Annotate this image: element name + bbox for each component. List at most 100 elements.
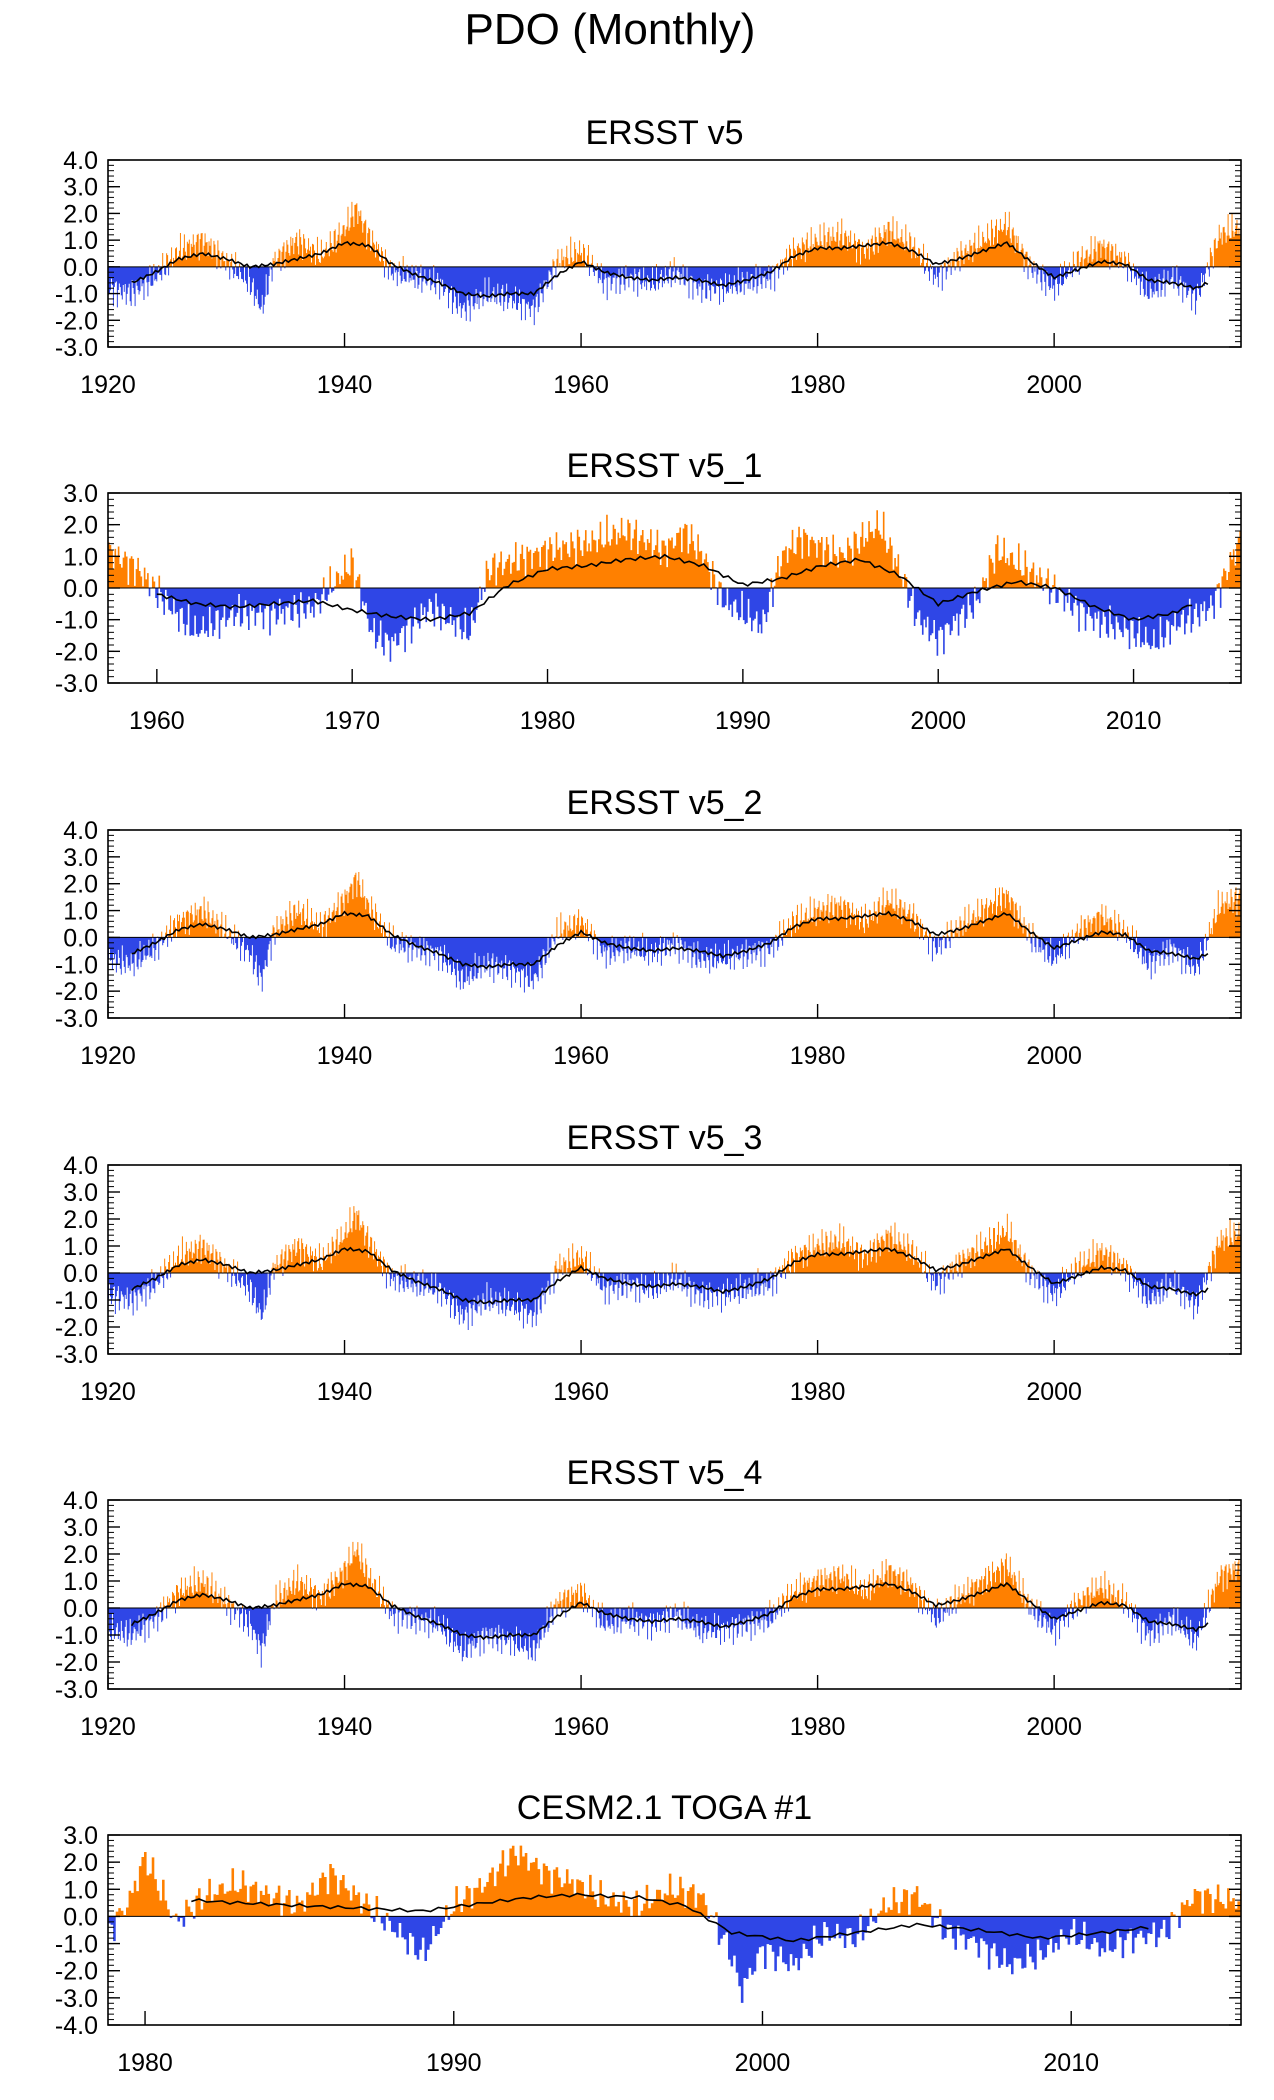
y-tick-label: -1.0 xyxy=(55,607,98,635)
y-tick-label: 2.0 xyxy=(63,1849,98,1877)
negative-bars xyxy=(108,1608,1211,1668)
y-tick-label: 0.0 xyxy=(63,1260,98,1288)
positive-bars xyxy=(152,872,1242,938)
y-tick-label: -1.0 xyxy=(55,1622,98,1650)
panel-4: ERSST v5_3 4.03.02.01.00.0-1.0-2.0-3.0 192… xyxy=(55,1119,1242,1406)
panel-6: CESM2.1 TOGA #1 3.02.01.00.0-1.0-2.0-3.0-… xyxy=(55,1789,1242,2077)
x-tick-label: 1920 xyxy=(80,1713,136,1741)
y-tick-label: 1.0 xyxy=(63,1233,98,1261)
y-tick-label: -3.0 xyxy=(55,1005,98,1033)
y-tick-label: 1.0 xyxy=(63,1568,98,1596)
y-tick-label: 1.0 xyxy=(63,1876,98,1904)
x-tick-label: 1980 xyxy=(790,1042,846,1070)
y-tick-label: -2.0 xyxy=(55,1958,98,1986)
y-tick-label: -3.0 xyxy=(55,1985,98,2013)
y-tick-label: -3.0 xyxy=(55,334,98,362)
negative-bars xyxy=(108,1273,1212,1331)
x-tick-label: 1940 xyxy=(317,371,373,399)
panel-title: ERSST v5_1 xyxy=(567,447,763,485)
x-tick-label: 2000 xyxy=(1026,1042,1082,1070)
x-tick-label: 1960 xyxy=(553,1713,609,1741)
panel-title: ERSST v5 xyxy=(585,114,743,152)
positive-bars xyxy=(108,510,1241,588)
x-tick-label: 1920 xyxy=(80,1378,136,1406)
y-tick-label: 0.0 xyxy=(63,924,98,952)
positive-bars xyxy=(115,1845,1242,1917)
y-tick-label: 3.0 xyxy=(63,480,98,508)
y-tick-label: -3.0 xyxy=(55,670,98,698)
x-tick-label: 2000 xyxy=(1026,1378,1082,1406)
y-tick-label: -2.0 xyxy=(55,1314,98,1342)
x-tick-label: 2000 xyxy=(735,2049,791,2077)
y-tick-label: 0.0 xyxy=(63,1903,98,1931)
y-tick-label: 3.0 xyxy=(63,1514,98,1542)
x-tick-label: 2000 xyxy=(1026,1713,1082,1741)
x-tick-label: 1940 xyxy=(317,1378,373,1406)
x-tick-label: 2010 xyxy=(1106,707,1162,735)
panel-title: ERSST v5_2 xyxy=(567,784,763,822)
y-tick-label: -2.0 xyxy=(55,307,98,335)
y-tick-label: -2.0 xyxy=(55,638,98,666)
x-tick-label: 1960 xyxy=(129,707,185,735)
panel-title: ERSST v5_3 xyxy=(567,1119,763,1157)
x-tick-label: 2000 xyxy=(1026,371,1082,399)
y-tick-label: 4.0 xyxy=(63,147,98,175)
positive-bars xyxy=(156,1541,1242,1608)
negative-bars xyxy=(108,1916,1181,2003)
y-tick-label: 2.0 xyxy=(63,1541,98,1569)
panel-5: ERSST v5_4 4.03.02.01.00.0-1.0-2.0-3.0 192… xyxy=(55,1454,1242,1741)
y-tick-label: -2.0 xyxy=(55,1649,98,1677)
negative-bars xyxy=(108,937,1209,993)
plot-frame xyxy=(107,1834,1242,2026)
positive-bars xyxy=(149,201,1242,267)
y-tick-label: 2.0 xyxy=(63,512,98,540)
x-tick-label: 1960 xyxy=(553,371,609,399)
y-tick-label: -4.0 xyxy=(55,2012,98,2040)
y-tick-label: 4.0 xyxy=(63,1152,98,1180)
running-mean-line xyxy=(191,1892,1149,1943)
y-tick-label: 2.0 xyxy=(63,1206,98,1234)
panel-2: ERSST v5_1 3.0 2.0 1.0 0.0 -1.0 -2.0 -3.0 1960 19… xyxy=(55,447,1242,735)
y-tick-label: 1.0 xyxy=(63,543,98,571)
y-tick-label: 4.0 xyxy=(63,1487,98,1515)
running-mean-line xyxy=(131,1246,1209,1305)
y-tick-label: 2.0 xyxy=(63,200,98,228)
running-mean-line xyxy=(131,240,1209,299)
x-tick-label: 2000 xyxy=(910,707,966,735)
x-tick-label: 1960 xyxy=(553,1042,609,1070)
plot-frame xyxy=(107,829,1242,1019)
x-tick-label: 1960 xyxy=(553,1378,609,1406)
plot-frame xyxy=(107,1164,1242,1355)
x-tick-label: 1980 xyxy=(790,1378,846,1406)
y-tick-label: -1.0 xyxy=(55,281,98,309)
negative-bars xyxy=(148,588,1222,662)
x-tick-label: 1920 xyxy=(80,371,136,399)
y-tick-label: -2.0 xyxy=(55,978,98,1006)
x-tick-label: 1990 xyxy=(426,2049,482,2077)
panel-3: ERSST v5_2 4.03.02.01.00.0-1.0-2.0-3.0 192… xyxy=(55,784,1242,1070)
y-tick-label: -1.0 xyxy=(55,1287,98,1315)
y-tick-label: -1.0 xyxy=(55,1931,98,1959)
x-tick-label: 1990 xyxy=(715,707,771,735)
x-tick-label: 1940 xyxy=(317,1713,373,1741)
y-tick-label: 3.0 xyxy=(63,1179,98,1207)
running-mean-line xyxy=(130,1581,1209,1641)
y-tick-label: 0.0 xyxy=(63,575,98,603)
x-tick-label: 1980 xyxy=(790,1713,846,1741)
positive-bars xyxy=(151,1206,1242,1273)
plot-frame xyxy=(107,1499,1242,1690)
y-tick-label: 4.0 xyxy=(63,817,98,845)
y-tick-label: -1.0 xyxy=(55,951,98,979)
running-mean-line xyxy=(156,553,1193,622)
y-tick-label: 0.0 xyxy=(63,1595,98,1623)
y-tick-label: 1.0 xyxy=(63,227,98,255)
y-tick-label: 2.0 xyxy=(63,871,98,899)
panel-title: CESM2.1 TOGA #1 xyxy=(517,1789,812,1827)
panel-title: ERSST v5_4 xyxy=(567,1454,763,1492)
x-tick-label: 1920 xyxy=(80,1042,136,1070)
x-tick-label: 1940 xyxy=(317,1042,373,1070)
y-tick-label: -3.0 xyxy=(55,1341,98,1369)
running-mean-line xyxy=(131,910,1209,970)
x-tick-label: 1980 xyxy=(117,2049,173,2077)
